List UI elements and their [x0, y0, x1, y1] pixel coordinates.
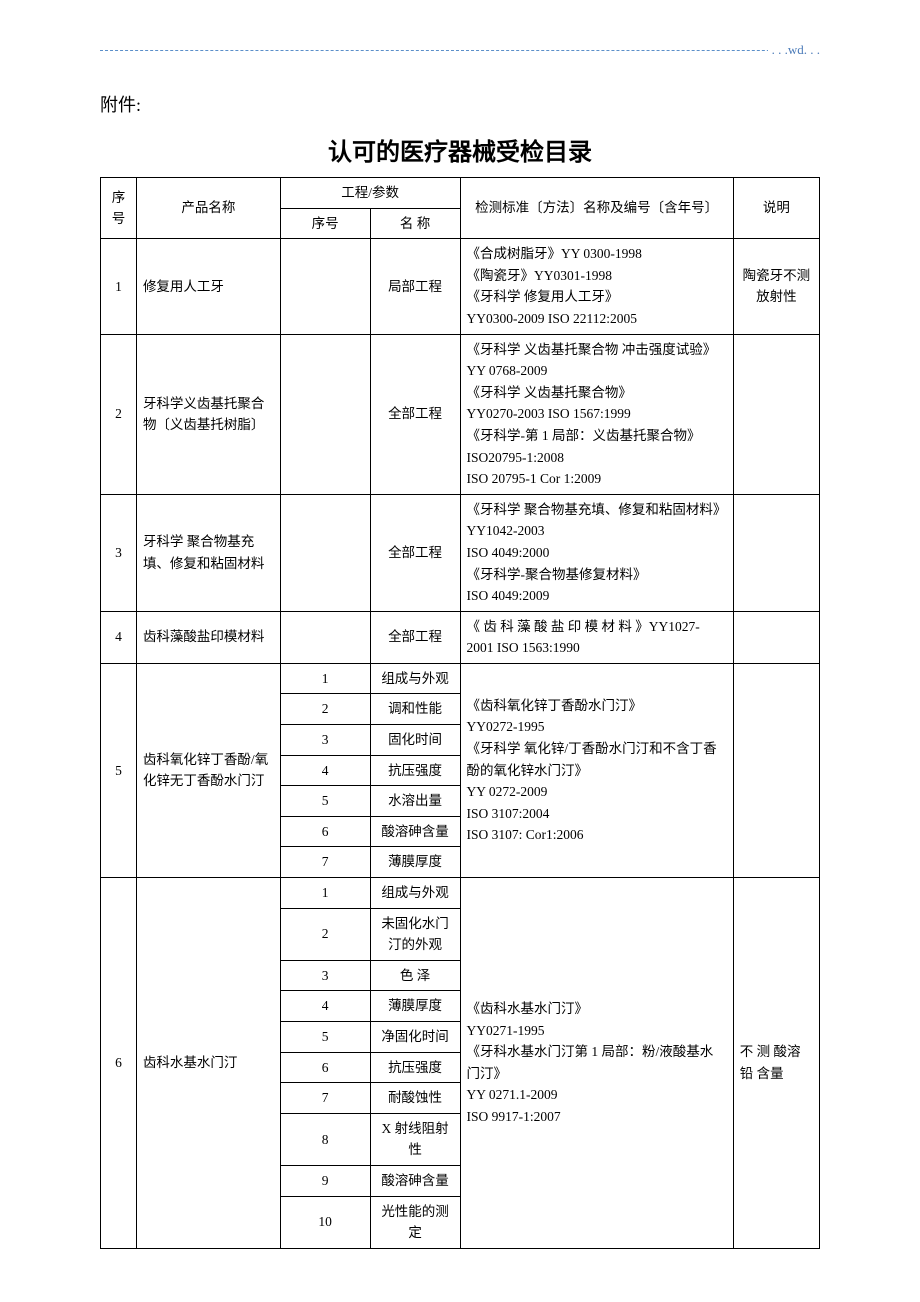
cell-sub-seq: [280, 611, 370, 663]
cell-sub-name: 组成与外观: [370, 663, 460, 694]
cell-sub-name: 水溶出量: [370, 786, 460, 817]
cell-sub-name: 抗压强度: [370, 755, 460, 786]
cell-sub-seq: 8: [280, 1113, 370, 1165]
cell-sub-seq: 6: [280, 1052, 370, 1083]
cell-sub-seq: 3: [280, 725, 370, 756]
cell-sub-seq: 1: [280, 878, 370, 909]
cell-sub-name: 耐酸蚀性: [370, 1083, 460, 1114]
cell-sub-seq: [280, 494, 370, 611]
th-product: 产品名称: [136, 178, 280, 239]
cell-product: 齿科藻酸盐印模材料: [136, 611, 280, 663]
cell-sub-seq: [280, 334, 370, 494]
table-row: 6 齿科水基水门汀 1 组成与外观 《齿科水基水门汀》 YY0271-1995 …: [101, 878, 820, 909]
cell-sub-seq: 10: [280, 1196, 370, 1248]
cell-product: 牙科学义齿基托聚合物〔义齿基托树脂〕: [136, 334, 280, 494]
cell-sub-seq: 4: [280, 755, 370, 786]
page-title: 认可的医疗器械受检目录: [100, 132, 820, 167]
th-seq: 序号: [101, 178, 137, 239]
cell-standard: 《合成树脂牙》YY 0300-1998 《陶瓷牙》YY0301-1998 《牙科…: [460, 239, 733, 334]
table-header-row: 序号 产品名称 工程/参数 检测标准〔方法〕名称及编号〔含年号〕 说明: [101, 178, 820, 209]
cell-sub-name: X 射线阻射性: [370, 1113, 460, 1165]
cell-sub-name: 全部工程: [370, 494, 460, 611]
cell-sub-seq: [280, 239, 370, 334]
cell-seq: 5: [101, 663, 137, 877]
cell-sub-seq: 7: [280, 847, 370, 878]
cell-note: [733, 334, 819, 494]
cell-sub-name: 未固化水门汀的外观: [370, 908, 460, 960]
th-sub-seq: 序号: [280, 208, 370, 239]
cell-sub-seq: 3: [280, 960, 370, 991]
cell-sub-seq: 1: [280, 663, 370, 694]
header-divider: . . .wd. . .: [100, 50, 820, 51]
cell-sub-seq: 6: [280, 816, 370, 847]
cell-product: 齿科水基水门汀: [136, 878, 280, 1249]
cell-sub-name: 薄膜厚度: [370, 991, 460, 1022]
attachment-label: 附件:: [100, 91, 820, 117]
th-param-group: 工程/参数: [280, 178, 460, 209]
cell-note: 陶瓷牙不测放射性: [733, 239, 819, 334]
cell-note: 不 测 酸溶 铅 含量: [733, 878, 819, 1249]
cell-sub-name: 酸溶砷含量: [370, 1165, 460, 1196]
table-body: 1 修复用人工牙 局部工程 《合成树脂牙》YY 0300-1998 《陶瓷牙》Y…: [101, 239, 820, 1249]
cell-seq: 6: [101, 878, 137, 1249]
table-row: 5 齿科氧化锌丁香酚/氧化锌无丁香酚水门汀 1 组成与外观 《齿科氧化锌丁香酚水…: [101, 663, 820, 694]
cell-product: 齿科氧化锌丁香酚/氧化锌无丁香酚水门汀: [136, 663, 280, 877]
cell-seq: 2: [101, 334, 137, 494]
cell-sub-seq: 5: [280, 786, 370, 817]
th-sub-name: 名 称: [370, 208, 460, 239]
header-wd: . . .wd. . .: [768, 42, 820, 58]
cell-sub-seq: 7: [280, 1083, 370, 1114]
cell-standard: 《牙科学 聚合物基充填、修复和粘固材料》 YY1042-2003 ISO 404…: [460, 494, 733, 611]
cell-sub-seq: 9: [280, 1165, 370, 1196]
cell-product: 修复用人工牙: [136, 239, 280, 334]
cell-standard: 《齿科水基水门汀》 YY0271-1995 《牙科水基水门汀第 1 局部：粉/液…: [460, 878, 733, 1249]
catalog-table: 序号 产品名称 工程/参数 检测标准〔方法〕名称及编号〔含年号〕 说明 序号 名…: [100, 177, 820, 1249]
cell-sub-seq: 2: [280, 908, 370, 960]
cell-sub-seq: 2: [280, 694, 370, 725]
cell-sub-name: 组成与外观: [370, 878, 460, 909]
cell-product: 牙科学 聚合物基充填、修复和粘固材料: [136, 494, 280, 611]
cell-standard: 《齿科氧化锌丁香酚水门汀》 YY0272-1995 《牙科学 氧化锌/丁香酚水门…: [460, 663, 733, 877]
cell-sub-name: 酸溶砷含量: [370, 816, 460, 847]
cell-sub-name: 全部工程: [370, 611, 460, 663]
cell-standard: 《牙科学 义齿基托聚合物 冲击强度试验》YY 0768-2009 《牙科学 义齿…: [460, 334, 733, 494]
cell-sub-name: 局部工程: [370, 239, 460, 334]
table-row: 3 牙科学 聚合物基充填、修复和粘固材料 全部工程 《牙科学 聚合物基充填、修复…: [101, 494, 820, 611]
cell-sub-name: 光性能的测定: [370, 1196, 460, 1248]
cell-seq: 4: [101, 611, 137, 663]
th-note: 说明: [733, 178, 819, 239]
table-row: 4 齿科藻酸盐印模材料 全部工程 《 齿 科 藻 酸 盐 印 模 材 料 》YY…: [101, 611, 820, 663]
table-row: 1 修复用人工牙 局部工程 《合成树脂牙》YY 0300-1998 《陶瓷牙》Y…: [101, 239, 820, 334]
cell-note: [733, 611, 819, 663]
table-row: 2 牙科学义齿基托聚合物〔义齿基托树脂〕 全部工程 《牙科学 义齿基托聚合物 冲…: [101, 334, 820, 494]
cell-sub-name: 调和性能: [370, 694, 460, 725]
cell-standard: 《 齿 科 藻 酸 盐 印 模 材 料 》YY1027-2001 ISO 156…: [460, 611, 733, 663]
th-standard: 检测标准〔方法〕名称及编号〔含年号〕: [460, 178, 733, 239]
cell-sub-name: 色 泽: [370, 960, 460, 991]
cell-note: [733, 494, 819, 611]
cell-sub-seq: 4: [280, 991, 370, 1022]
cell-seq: 3: [101, 494, 137, 611]
cell-sub-name: 薄膜厚度: [370, 847, 460, 878]
cell-sub-name: 全部工程: [370, 334, 460, 494]
cell-sub-name: 抗压强度: [370, 1052, 460, 1083]
cell-sub-name: 固化时间: [370, 725, 460, 756]
cell-note: [733, 663, 819, 877]
table-header: 序号 产品名称 工程/参数 检测标准〔方法〕名称及编号〔含年号〕 说明 序号 名…: [101, 178, 820, 239]
cell-seq: 1: [101, 239, 137, 334]
cell-sub-name: 净固化时间: [370, 1022, 460, 1053]
cell-sub-seq: 5: [280, 1022, 370, 1053]
